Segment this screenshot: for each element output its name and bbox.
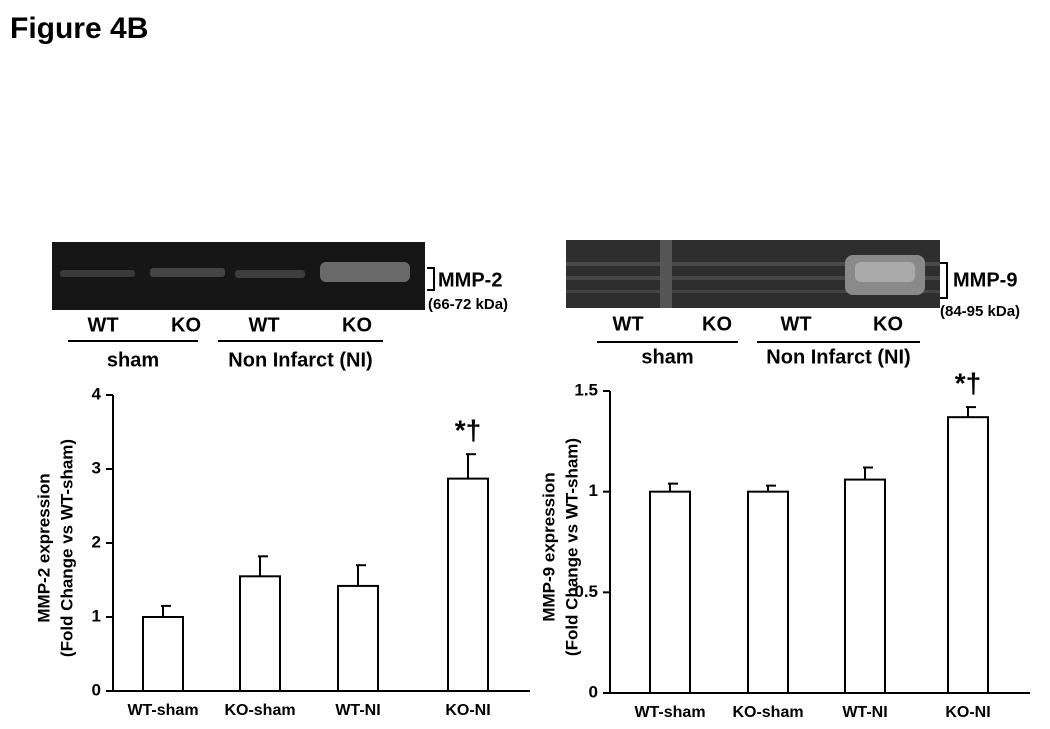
y-tick-label: 1: [589, 481, 598, 500]
x-tick-label: WT-NI: [335, 702, 380, 719]
y-tick-label: 0.5: [574, 582, 598, 601]
lane-label: KO: [342, 314, 372, 336]
group-label: sham: [107, 349, 159, 371]
y-tick-label: 1.5: [574, 380, 598, 399]
figure-title: Figure 4B: [10, 12, 148, 45]
y-tick-label: 0: [589, 682, 598, 701]
x-tick-label: WT-sham: [634, 704, 705, 721]
y-axis-label: MMP-2 expression: [34, 473, 53, 622]
y-tick-label: 2: [92, 532, 101, 551]
y-tick-label: 3: [92, 458, 101, 477]
annotation: *†: [955, 367, 981, 398]
x-tick-label: KO-sham: [224, 702, 295, 719]
blot-image: [566, 240, 940, 308]
band-size: (84-95 kDa): [940, 303, 1020, 320]
y-tick-label: 4: [92, 384, 102, 403]
lane-label: WT: [612, 313, 643, 335]
band-size: (66-72 kDa): [428, 296, 508, 313]
x-tick-label: KO-sham: [732, 704, 803, 721]
lane-label: WT: [780, 313, 811, 335]
bracket: [940, 262, 948, 299]
bar: [239, 575, 281, 692]
x-tick-label: KO-NI: [945, 704, 990, 721]
bar: [747, 490, 789, 694]
band-label: MMP-9: [953, 269, 1017, 291]
bar: [337, 584, 379, 692]
bar: [844, 478, 886, 694]
bar: [142, 616, 184, 692]
lane-label: KO: [171, 314, 201, 336]
y-axis-label: (Fold Change vs WT-sham): [562, 438, 581, 656]
x-tick-label: WT-sham: [127, 702, 198, 719]
bar: [649, 490, 691, 694]
group-label: Non Infarct (NI): [766, 346, 910, 368]
group-label: Non Infarct (NI): [228, 349, 372, 371]
y-axis-label: (Fold Change vs WT-sham): [57, 439, 76, 657]
bar: [947, 416, 989, 694]
y-tick-label: 1: [92, 606, 101, 625]
band-label: MMP-2: [438, 269, 502, 291]
lane-label: WT: [248, 314, 279, 336]
lane-label: WT: [87, 314, 118, 336]
bracket: [427, 267, 435, 291]
group-label: sham: [641, 346, 693, 368]
lane-label: KO: [702, 313, 732, 335]
annotation: *†: [455, 415, 481, 446]
y-tick-label: 0: [92, 680, 101, 699]
blot-image: [52, 242, 425, 310]
x-tick-label: KO-NI: [445, 702, 490, 719]
x-tick-label: WT-NI: [842, 704, 887, 721]
bar: [447, 477, 489, 692]
lane-label: KO: [873, 313, 903, 335]
y-axis-label: MMP-9 expression: [539, 472, 558, 621]
